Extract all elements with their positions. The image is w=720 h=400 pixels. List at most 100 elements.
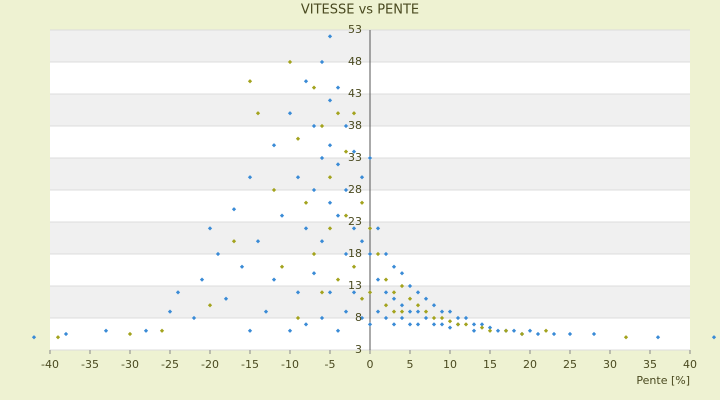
point (375, 226, 381, 231)
point (343, 309, 349, 314)
point (271, 187, 277, 193)
point (319, 155, 325, 161)
point (367, 226, 373, 231)
point (383, 277, 389, 282)
y-tick-label: 23 (348, 215, 362, 228)
x-tick-label: 20 (523, 358, 537, 371)
point (431, 322, 437, 327)
point (391, 309, 397, 314)
point (487, 328, 493, 333)
point (223, 296, 229, 301)
point (271, 143, 277, 148)
point (295, 315, 301, 321)
point (271, 277, 277, 282)
point (535, 331, 541, 337)
point (343, 213, 349, 218)
point (359, 315, 365, 321)
point (295, 175, 301, 180)
point (335, 277, 341, 282)
point (527, 328, 533, 333)
x-axis-title: Pente [%] (636, 374, 690, 387)
point (231, 207, 237, 212)
point (503, 328, 509, 333)
x-tick-label: -20 (201, 358, 219, 371)
point (447, 309, 453, 314)
point (399, 271, 405, 276)
y-tick-label: 8 (355, 311, 362, 324)
point (407, 283, 413, 289)
point (279, 213, 285, 218)
point (447, 325, 453, 330)
point (383, 290, 389, 295)
point (399, 315, 405, 321)
x-tick-label: -40 (41, 358, 59, 371)
point (511, 328, 517, 333)
point (247, 175, 253, 180)
y-tick-label: 43 (348, 87, 362, 100)
point (399, 303, 405, 308)
point (711, 335, 717, 340)
point (623, 335, 629, 340)
point (159, 328, 165, 333)
point (311, 187, 317, 193)
point (311, 251, 317, 257)
point (367, 290, 373, 295)
point (391, 290, 397, 295)
x-tick-label: -30 (121, 358, 139, 371)
point (479, 325, 485, 330)
point (471, 322, 477, 327)
x-tick-label: -10 (281, 358, 299, 371)
point (519, 331, 525, 337)
point (391, 322, 397, 327)
point (415, 309, 421, 314)
point (191, 315, 197, 321)
point (343, 187, 349, 193)
point (351, 290, 357, 295)
y-tick-label: 28 (348, 183, 362, 196)
point (327, 143, 333, 148)
x-tick-label: 35 (643, 358, 657, 371)
point (423, 315, 429, 321)
point (431, 315, 437, 321)
point (327, 175, 333, 180)
point (383, 251, 389, 257)
point (551, 331, 557, 337)
point (447, 319, 453, 324)
point (167, 309, 173, 314)
point (423, 296, 429, 301)
point (263, 309, 269, 314)
point (383, 315, 389, 321)
y-tick-label: 38 (348, 119, 362, 132)
y-tick-label: 53 (348, 23, 362, 36)
x-tick-label: -15 (241, 358, 259, 371)
point (399, 309, 405, 314)
point (143, 328, 149, 333)
point (591, 331, 597, 337)
point (367, 155, 373, 161)
x-tick-label: 0 (367, 358, 374, 371)
point (303, 226, 309, 231)
x-tick-label: -25 (161, 358, 179, 371)
point (359, 296, 365, 301)
y-tick-label: 48 (348, 55, 362, 68)
point (463, 315, 469, 321)
point (359, 175, 365, 180)
point (287, 328, 293, 333)
point (415, 290, 421, 295)
point (391, 296, 397, 301)
y-tick-label: 13 (348, 279, 362, 292)
point (279, 264, 285, 269)
x-tick-label: 25 (563, 358, 577, 371)
point (439, 309, 445, 314)
point (127, 331, 133, 337)
x-tick-label: 15 (483, 358, 497, 371)
point (207, 226, 213, 231)
point (367, 251, 373, 257)
point (455, 315, 461, 321)
point (311, 271, 317, 276)
point (343, 149, 349, 154)
point (455, 322, 461, 327)
point (351, 149, 357, 154)
point (247, 328, 253, 333)
